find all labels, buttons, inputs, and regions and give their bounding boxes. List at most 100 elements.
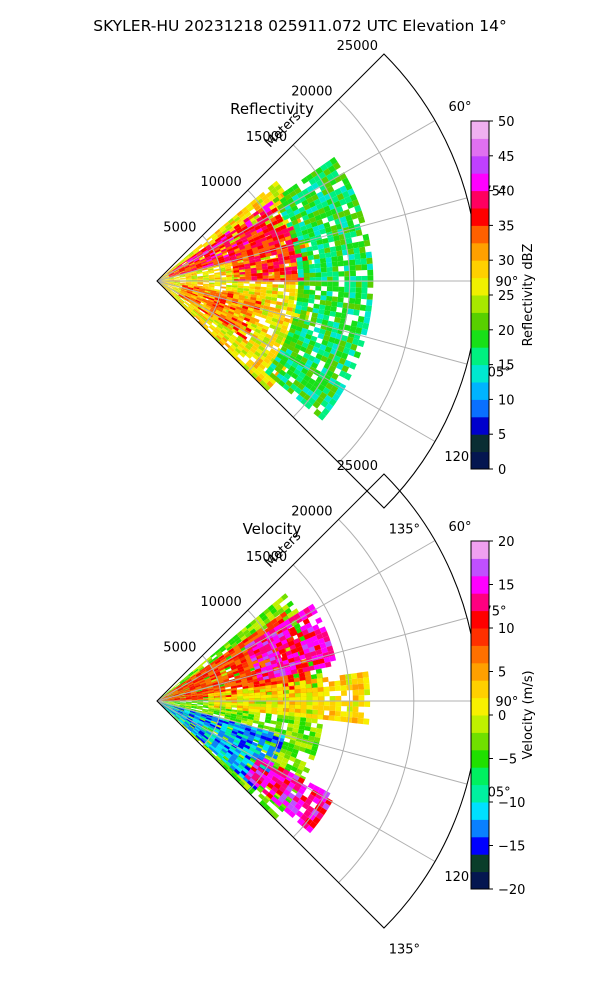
echo-cell [223, 664, 231, 669]
echo-cell [277, 187, 285, 195]
echo-cell [296, 631, 304, 639]
echo-cell [210, 324, 216, 330]
echo-cell [274, 214, 282, 221]
echo-cell [179, 702, 186, 705]
echo-cell [224, 258, 231, 262]
echo-cell [201, 262, 208, 266]
echo-cell [161, 273, 167, 278]
echo-cell [288, 365, 297, 373]
echo-cell [329, 246, 337, 253]
echo-cell [302, 214, 310, 222]
echo-cell [230, 241, 237, 246]
echo-cell [362, 233, 370, 241]
echo-cell [358, 701, 365, 707]
echo-cell [283, 362, 292, 370]
echo-cell [193, 302, 200, 307]
echo-cell [321, 647, 328, 654]
echo-cell [271, 290, 278, 295]
echo-cell [318, 701, 324, 706]
echo-cell [260, 701, 267, 705]
echo-cell [355, 292, 362, 299]
echo-cell [348, 253, 355, 261]
echo-cell [172, 689, 178, 694]
echo-cell [276, 717, 283, 723]
echo-cell [161, 694, 167, 698]
echo-cell [243, 666, 250, 671]
echo-cell [265, 296, 272, 301]
echo-cell [202, 315, 208, 321]
echo-cell [286, 369, 294, 377]
echo-cell [324, 640, 333, 648]
echo-cell [289, 693, 295, 698]
echo-cell [343, 260, 350, 266]
echo-cell [262, 275, 269, 279]
echo-cell [315, 353, 323, 361]
echo-cell [223, 256, 230, 260]
echo-cell [302, 734, 310, 740]
echo-cell [168, 282, 175, 285]
echo-cell [340, 685, 347, 691]
echo-cell [352, 689, 359, 696]
echo-cell [230, 256, 237, 261]
echo-cell [299, 676, 306, 682]
echo-cell [248, 256, 255, 261]
echo-cell [184, 272, 191, 275]
echo-cell [236, 228, 244, 234]
echo-cell [253, 331, 260, 337]
echo-cell [306, 307, 314, 313]
echo-cell [259, 342, 267, 349]
r-tick-label: 20000 [291, 84, 332, 99]
echo-cell [214, 702, 220, 705]
echo-cell [195, 261, 201, 266]
echo-cell [301, 251, 308, 257]
echo-cell [224, 643, 232, 650]
echo-cell [240, 250, 248, 255]
echo-cell [206, 682, 213, 686]
echo-cell [312, 346, 320, 354]
echo-cell [255, 297, 263, 302]
echo-cell [182, 303, 188, 308]
echo-cell [283, 372, 291, 380]
echo-cell [232, 281, 238, 284]
echo-cell [274, 184, 282, 192]
echo-cell [254, 668, 262, 673]
echo-cell [289, 254, 296, 260]
echo-cell [333, 200, 342, 208]
echo-cell [305, 611, 313, 619]
echo-cell [290, 233, 298, 239]
echo-cell [168, 282, 175, 284]
echo-cell [287, 681, 295, 687]
echo-cell [268, 241, 275, 247]
echo-cell [317, 714, 324, 720]
echo-cell [231, 289, 238, 293]
echo-cell [326, 185, 335, 194]
echo-cell [183, 296, 190, 301]
echo-cell [308, 177, 317, 186]
echo-cell [179, 258, 185, 264]
echo-cell [252, 249, 260, 255]
echo-cell [241, 661, 248, 667]
echo-cell [340, 690, 347, 696]
echo-cell [223, 334, 230, 341]
colorbar-segment [471, 329, 489, 348]
echo-cell [207, 686, 214, 690]
echo-cell [197, 698, 204, 701]
echo-cell [271, 707, 278, 712]
echo-cell [174, 715, 180, 720]
echo-cell [286, 611, 295, 619]
echo-cell [265, 713, 272, 718]
echo-cell [310, 240, 318, 247]
echo-cell [238, 343, 245, 350]
echo-cell [203, 283, 209, 286]
echo-cell [209, 293, 216, 297]
echo-cell [285, 310, 293, 316]
panel-title: Velocity [243, 520, 302, 538]
echo-cell [193, 308, 199, 314]
echo-cell [173, 270, 180, 274]
echo-cell [272, 359, 280, 367]
echo-cell [257, 676, 264, 682]
echo-cell [298, 725, 306, 731]
echo-cell [222, 764, 229, 771]
echo-cell [257, 207, 265, 214]
echo-cell [190, 297, 196, 301]
